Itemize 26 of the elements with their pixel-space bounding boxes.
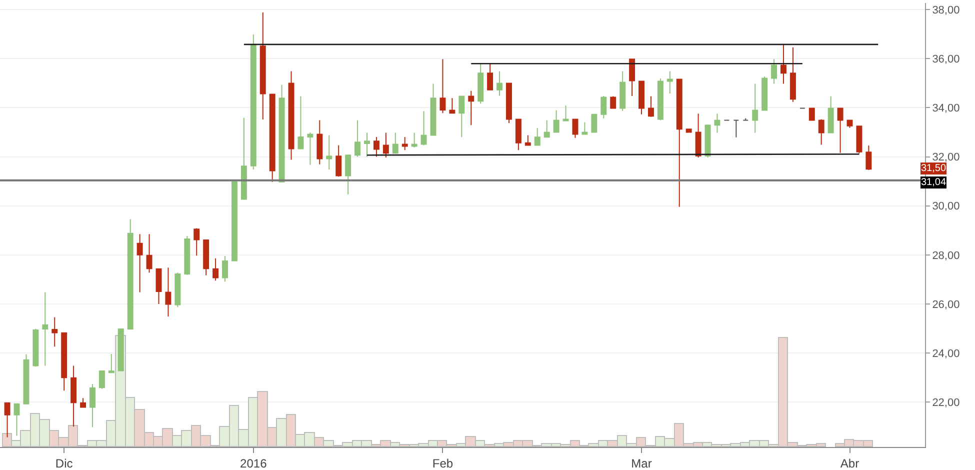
candlestick (174, 272, 181, 308)
candlestick (23, 354, 30, 404)
candlestick (118, 328, 124, 372)
candlestick (194, 228, 200, 256)
candlestick (4, 402, 10, 438)
candlestick (212, 258, 219, 282)
candlestick (127, 218, 134, 330)
candlestick (136, 234, 143, 293)
candlestick (156, 268, 162, 304)
candlestick (222, 255, 228, 282)
candlestick (184, 236, 190, 276)
candlestick (98, 370, 105, 390)
candlestick (52, 316, 58, 348)
candlestick (42, 292, 48, 366)
candlestick (61, 332, 68, 392)
candlestick (108, 354, 114, 374)
candlestick (90, 383, 96, 428)
candlestick (231, 181, 238, 262)
candlestick (146, 234, 152, 274)
candlestick (70, 365, 77, 428)
candlestick (80, 398, 86, 408)
candlestick (203, 239, 210, 276)
x-tick-label: Dic (55, 456, 73, 470)
candlestick (165, 267, 172, 317)
candlestick (14, 403, 20, 436)
candlestick (32, 328, 39, 368)
